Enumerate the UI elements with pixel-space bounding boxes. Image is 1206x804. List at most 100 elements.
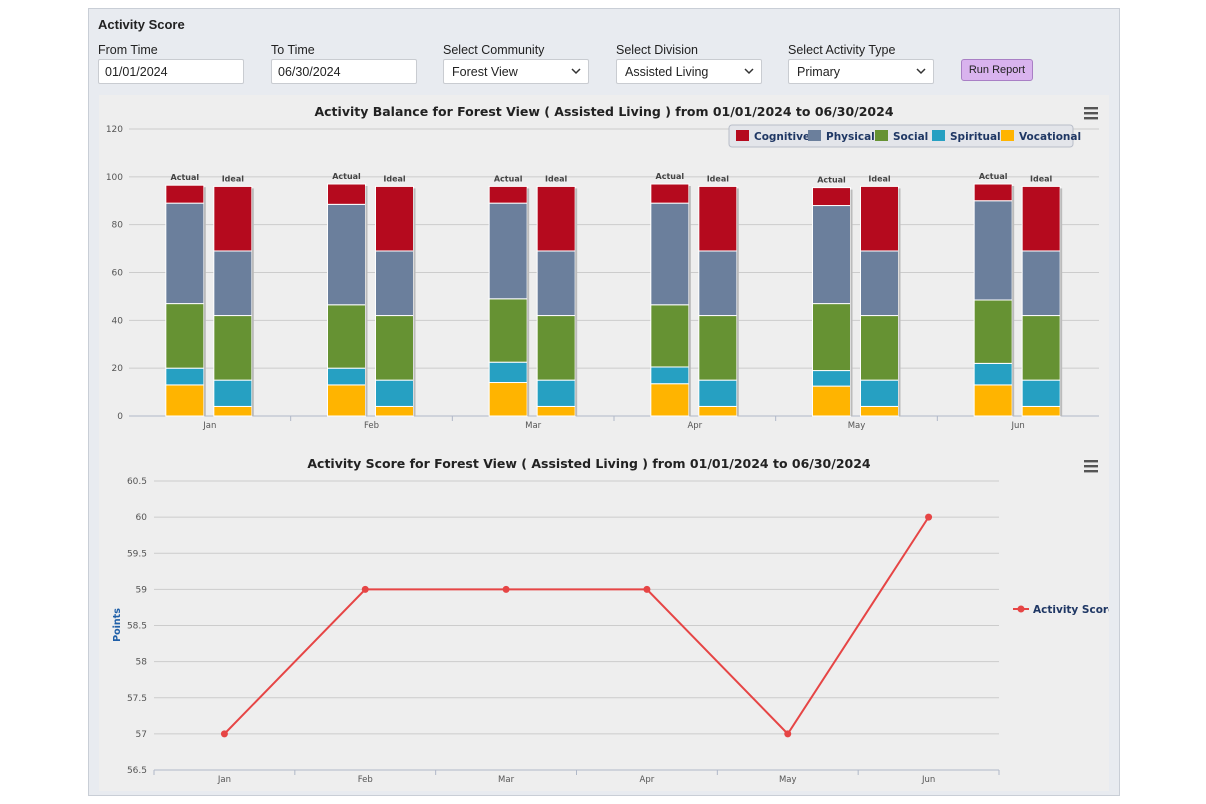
bar-cognitive [327, 183, 366, 205]
x-tick-label: Mar [498, 775, 515, 785]
bar-social [698, 315, 738, 381]
y-axis-label: Points [112, 608, 123, 642]
bar-vocational [973, 384, 1013, 417]
bar-shadow [850, 189, 853, 416]
x-tick-label: Mar [525, 421, 542, 431]
x-tick-label: Apr [640, 775, 655, 785]
bar-physical [327, 203, 366, 306]
x-tick-label: May [779, 775, 797, 785]
bar-social [860, 315, 899, 381]
bar-spiritual [488, 361, 528, 384]
bar-vocational [698, 405, 738, 417]
bar-shadow [203, 187, 206, 416]
x-tick-label: Jun [1011, 421, 1025, 431]
chart-title: Activity Score for Forest View ( Assiste… [307, 456, 871, 471]
bar-shadow [898, 188, 901, 416]
y-tick-label: 120 [106, 125, 123, 135]
bar-cognitive [536, 185, 576, 252]
x-tick-label: Jan [217, 775, 231, 785]
bar-shadow [1012, 186, 1015, 416]
y-tick-label: 57.5 [127, 694, 147, 704]
community-label: Select Community [443, 43, 545, 57]
bar-vocational [327, 384, 366, 417]
from-time-label: From Time [98, 43, 158, 57]
bar-spiritual [812, 370, 851, 387]
stack-label: Actual [817, 176, 846, 185]
activity-type-select[interactable]: Primary [788, 59, 934, 84]
division-select[interactable]: Assisted Living [616, 59, 762, 84]
chevron-down-icon [571, 68, 581, 75]
bar-physical [488, 202, 528, 300]
x-tick-label: Jan [202, 421, 216, 431]
y-tick-label: 20 [112, 364, 124, 374]
bar-vocational [1021, 405, 1061, 417]
bar-physical [650, 202, 690, 306]
community-value: Forest View [452, 65, 518, 79]
bar-vocational [213, 405, 253, 417]
bar-spiritual [650, 366, 690, 385]
legend-item: Vocational [1019, 131, 1081, 143]
activity-type-value: Primary [797, 65, 841, 79]
menu-icon[interactable] [1084, 460, 1098, 473]
from-time-input[interactable]: 01/01/2024 [98, 59, 244, 84]
stack-label: Ideal [1030, 174, 1053, 183]
stack-label: Actual [656, 172, 685, 181]
stack-label: Ideal [545, 174, 568, 183]
bar-social [812, 303, 851, 372]
bar-social [536, 315, 576, 381]
bar-physical [973, 200, 1013, 301]
activity-type-label: Select Activity Type [788, 43, 896, 57]
bar-shadow [688, 186, 691, 416]
data-point [643, 585, 651, 593]
bar-vocational [165, 384, 205, 417]
panel-title: Activity Score [98, 17, 185, 32]
bar-spiritual [213, 379, 253, 407]
x-tick-label: May [848, 421, 866, 431]
community-select[interactable]: Forest View [443, 59, 589, 84]
bar-spiritual [973, 362, 1013, 386]
menu-icon-bar [1084, 460, 1098, 463]
bar-cognitive [375, 185, 414, 252]
stack-label: Actual [332, 172, 361, 181]
y-tick-label: 60.5 [127, 477, 147, 487]
legend-swatch [808, 130, 821, 141]
y-tick-label: 56.5 [127, 766, 147, 776]
bar-physical [860, 250, 899, 317]
activity-score-panel: Activity Score From Time 01/01/2024 To T… [88, 8, 1120, 796]
y-tick-label: 60 [136, 513, 148, 523]
bar-social [650, 304, 690, 368]
y-tick-label: 60 [112, 269, 124, 279]
run-report-button[interactable]: Run Report [961, 59, 1033, 81]
menu-icon-bar [1084, 470, 1098, 473]
bar-vocational [488, 382, 528, 417]
bar-spiritual [327, 367, 366, 386]
data-point [220, 730, 228, 738]
stack-label: Ideal [222, 174, 245, 183]
stack-label: Actual [979, 172, 1008, 181]
y-tick-label: 59 [136, 585, 148, 595]
x-tick-label: Feb [364, 421, 379, 431]
y-tick-label: 59.5 [127, 549, 147, 559]
bar-shadow [1060, 188, 1063, 416]
bar-vocational [860, 405, 899, 417]
division-label: Select Division [616, 43, 698, 57]
bar-cognitive [165, 184, 205, 204]
bar-shadow [413, 188, 416, 416]
to-time-field: To Time 06/30/2024 [271, 43, 417, 84]
activity-score-chart: Activity Score for Forest View ( Assiste… [112, 456, 1109, 785]
y-tick-label: 57 [136, 730, 147, 740]
stack-label: Ideal [707, 174, 730, 183]
menu-icon[interactable] [1084, 107, 1098, 120]
legend-swatch [932, 130, 945, 141]
chart-area: Activity Balance for Forest View ( Assis… [99, 95, 1109, 791]
bar-shadow [527, 188, 530, 416]
legend-item: Physical [826, 131, 875, 143]
bar-social [165, 303, 205, 369]
bar-spiritual [165, 367, 205, 386]
to-time-input[interactable]: 06/30/2024 [271, 59, 417, 84]
legend-item: Spiritual [950, 131, 1001, 143]
bar-social [375, 315, 414, 381]
y-tick-label: 40 [112, 316, 124, 326]
bar-cognitive [1021, 185, 1061, 252]
bar-spiritual [860, 379, 899, 407]
